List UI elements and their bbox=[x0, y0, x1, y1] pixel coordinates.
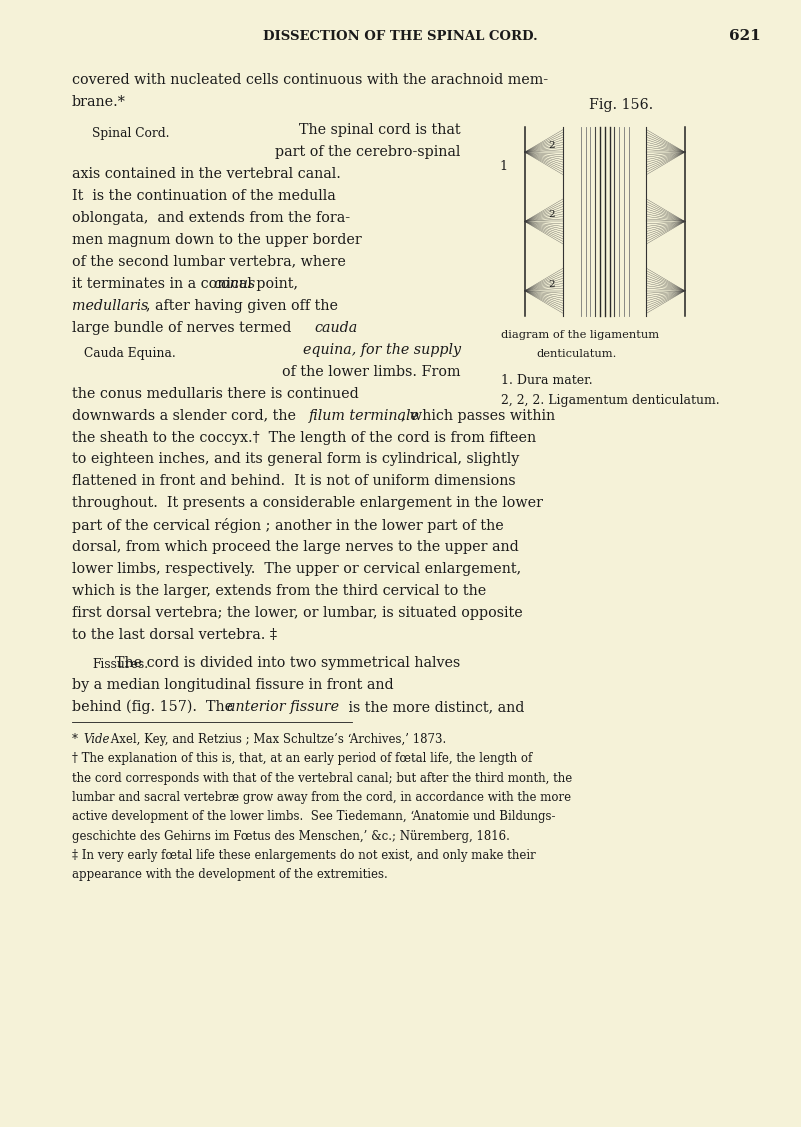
Text: it terminates in a conical point,: it terminates in a conical point, bbox=[72, 276, 303, 291]
Text: oblongata,  and extends from the fora-: oblongata, and extends from the fora- bbox=[72, 211, 350, 224]
Text: men magnum down to the upper border: men magnum down to the upper border bbox=[72, 232, 362, 247]
Text: brane.*: brane.* bbox=[72, 95, 126, 109]
Text: DISSECTION OF THE SPINAL CORD.: DISSECTION OF THE SPINAL CORD. bbox=[263, 29, 538, 43]
Text: 2: 2 bbox=[549, 141, 555, 150]
Text: † The explanation of this is, that, at an early period of fœtal life, the length: † The explanation of this is, that, at a… bbox=[72, 753, 533, 765]
Text: Vide: Vide bbox=[83, 733, 110, 746]
Text: Fissures.: Fissures. bbox=[92, 658, 148, 672]
Text: flattened in front and behind.  It is not of uniform dimensions: flattened in front and behind. It is not… bbox=[72, 474, 516, 488]
Text: Spinal Cord.: Spinal Cord. bbox=[92, 127, 170, 141]
Text: , which passes within: , which passes within bbox=[401, 408, 555, 423]
Text: behind (fig. 157).  The: behind (fig. 157). The bbox=[72, 700, 238, 715]
Text: The spinal cord is that: The spinal cord is that bbox=[299, 123, 461, 136]
Text: denticulatum.: denticulatum. bbox=[537, 349, 617, 360]
Text: Fig. 156.: Fig. 156. bbox=[589, 98, 653, 112]
Text: large bundle of nerves termed: large bundle of nerves termed bbox=[72, 320, 296, 335]
Text: the cord corresponds with that of the vertebral canal; but after the third month: the cord corresponds with that of the ve… bbox=[72, 772, 573, 784]
Text: of the second lumbar vertebra, where: of the second lumbar vertebra, where bbox=[72, 255, 346, 268]
Text: axis contained in the vertebral canal.: axis contained in the vertebral canal. bbox=[72, 167, 341, 180]
Text: throughout.  It presents a considerable enlargement in the lower: throughout. It presents a considerable e… bbox=[72, 496, 543, 511]
Text: downwards a slender cord, the: downwards a slender cord, the bbox=[72, 408, 300, 423]
Text: covered with nucleated cells continuous with the arachnoid mem-: covered with nucleated cells continuous … bbox=[72, 73, 548, 87]
Text: cauda: cauda bbox=[314, 320, 357, 335]
Text: 621: 621 bbox=[729, 29, 761, 43]
Text: lower limbs, respectively.  The upper or cervical enlargement,: lower limbs, respectively. The upper or … bbox=[72, 562, 521, 576]
Text: 2: 2 bbox=[549, 279, 555, 289]
Text: which is the larger, extends from the third cervical to the: which is the larger, extends from the th… bbox=[72, 584, 486, 598]
Text: diagram of the ligamentum: diagram of the ligamentum bbox=[501, 330, 658, 340]
Text: Cauda Equina.: Cauda Equina. bbox=[84, 347, 176, 361]
Text: is the more distinct, and: is the more distinct, and bbox=[344, 700, 524, 713]
Text: It  is the continuation of the medulla: It is the continuation of the medulla bbox=[72, 188, 336, 203]
Text: part of the cervical région ; another in the lower part of the: part of the cervical région ; another in… bbox=[72, 518, 504, 533]
Text: by a median longitudinal fissure in front and: by a median longitudinal fissure in fron… bbox=[72, 677, 394, 692]
Text: 1: 1 bbox=[499, 160, 507, 174]
Text: *: * bbox=[72, 733, 82, 746]
Text: of the lower limbs. From: of the lower limbs. From bbox=[282, 364, 461, 379]
Text: anterior fissure: anterior fissure bbox=[227, 700, 340, 713]
Text: medullaris: medullaris bbox=[72, 299, 148, 312]
Text: geschichte des Gehirns im Fœtus des Menschen,’ &c.; Nüremberg, 1816.: geschichte des Gehirns im Fœtus des Mens… bbox=[72, 829, 510, 843]
Text: the sheath to the coccyx.†  The length of the cord is from fifteen: the sheath to the coccyx.† The length of… bbox=[72, 431, 536, 444]
Text: part of the cerebro-spinal: part of the cerebro-spinal bbox=[276, 144, 461, 159]
Text: The cord is divided into two symmetrical halves: The cord is divided into two symmetrical… bbox=[115, 656, 461, 669]
Text: 2: 2 bbox=[549, 211, 555, 219]
Text: filum terminale: filum terminale bbox=[309, 408, 420, 423]
Text: appearance with the development of the extremities.: appearance with the development of the e… bbox=[72, 869, 388, 881]
Text: lumbar and sacral vertebræ grow away from the cord, in accordance with the more: lumbar and sacral vertebræ grow away fro… bbox=[72, 791, 571, 805]
Text: active development of the lower limbs.  See Tiedemann, ‘Anatomie und Bildungs-: active development of the lower limbs. S… bbox=[72, 810, 556, 824]
Text: conus: conus bbox=[214, 276, 256, 291]
Text: ‡ In very early fœtal life these enlargements do not exist, and only make their: ‡ In very early fœtal life these enlarge… bbox=[72, 849, 536, 862]
Text: equina, for the supply: equina, for the supply bbox=[303, 343, 461, 356]
Text: first dorsal vertebra; the lower, or lumbar, is situated opposite: first dorsal vertebra; the lower, or lum… bbox=[72, 606, 523, 620]
Text: to eighteen inches, and its general form is cylindrical, slightly: to eighteen inches, and its general form… bbox=[72, 452, 519, 467]
Text: to the last dorsal vertebra. ‡: to the last dorsal vertebra. ‡ bbox=[72, 628, 277, 642]
Text: , after having given off the: , after having given off the bbox=[146, 299, 338, 312]
Text: 2, 2, 2. Ligamentum denticulatum.: 2, 2, 2. Ligamentum denticulatum. bbox=[501, 394, 719, 408]
Text: the conus medullaris there is continued: the conus medullaris there is continued bbox=[72, 387, 359, 400]
Text: Axel, Key, and Retzius ; Max Schultze’s ‘Archives,’ 1873.: Axel, Key, and Retzius ; Max Schultze’s … bbox=[107, 733, 446, 746]
Text: dorsal, from which proceed the large nerves to the upper and: dorsal, from which proceed the large ner… bbox=[72, 540, 519, 554]
Text: 1. Dura mater.: 1. Dura mater. bbox=[501, 374, 592, 388]
